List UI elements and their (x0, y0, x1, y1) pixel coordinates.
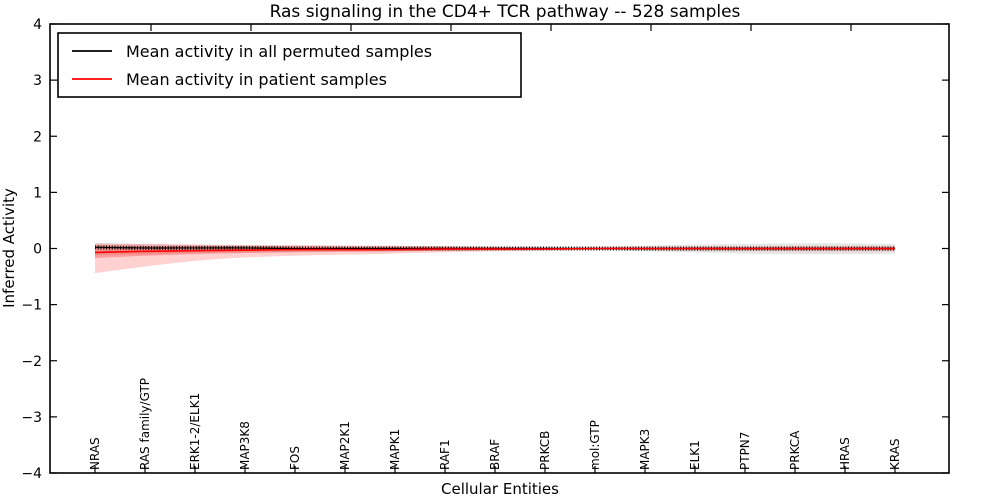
category-label: MAPK3 (638, 429, 652, 470)
y-tick-label: 2 (33, 129, 42, 145)
category-label: mol:GTP (588, 420, 602, 470)
category-label: RAF1 (438, 439, 452, 470)
category-label: MAP2K1 (338, 421, 352, 470)
y-tick-label: 3 (33, 73, 42, 89)
axis-ticks-layer (50, 23, 949, 474)
category-labels-layer: NRAS RAS family/GTP ERK1-2/ELK1 MAP3K8 FOS MA… (88, 378, 902, 470)
category-label: BRAF (488, 439, 502, 470)
y-tick-label: −3 (21, 410, 42, 426)
legend-entry-permuted: Mean activity in all permuted samples (72, 42, 432, 61)
legend-entry-patient: Mean activity in patient samples (72, 70, 387, 89)
category-label: PRKCB (538, 431, 552, 470)
category-label: PTPN7 (738, 432, 752, 470)
category-label: HRAS (838, 437, 852, 470)
chart-title: Ras signaling in the CD4+ TCR pathway --… (270, 2, 741, 22)
y-tick-label: −4 (21, 466, 42, 482)
y-tick-label: 1 (33, 185, 42, 201)
patient-samples-range-outer-band (95, 243, 895, 274)
category-label: ELK1 (688, 440, 702, 470)
legend: Mean activity in all permuted samples Me… (57, 32, 522, 98)
legend-label-patient: Mean activity in patient samples (126, 70, 387, 89)
y-tick-label: 4 (33, 17, 42, 33)
y-tick-label: −1 (21, 298, 42, 314)
category-label: FOS (288, 446, 302, 470)
category-label: MAPK1 (388, 429, 402, 470)
y-tick-label: 0 (33, 242, 42, 258)
category-label: KRAS (888, 438, 902, 470)
y-axis-label: Inferred Activity (0, 188, 18, 308)
x-axis-label: Cellular Entities (441, 480, 559, 498)
legend-box (57, 32, 522, 98)
category-label: RAS family/GTP (138, 378, 152, 470)
series-lines-layer (94, 245, 896, 254)
category-label: MAP3K8 (238, 421, 252, 470)
axis-tick-labels-layer: −4 −3 −2 −1 0 1 2 3 4 (21, 17, 42, 482)
patient-mean-line (94, 247, 896, 254)
category-label: PRKCA (788, 430, 802, 470)
legend-label-permuted: Mean activity in all permuted samples (126, 42, 432, 61)
category-label: ERK1-2/ELK1 (188, 393, 202, 470)
y-tick-label: −2 (21, 354, 42, 370)
category-label: NRAS (88, 437, 102, 470)
